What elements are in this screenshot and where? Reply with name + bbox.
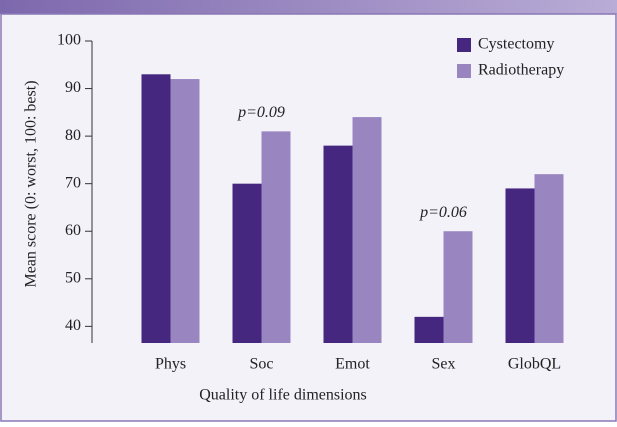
annotation: p=0.09 <box>237 104 285 121</box>
bar <box>261 131 291 343</box>
legend-swatch <box>457 38 471 52</box>
legend-label: Radiotherapy <box>478 62 564 79</box>
x-tick-label: GlobQL <box>508 356 561 373</box>
y-tick-label: 100 <box>57 32 81 49</box>
y-tick-label: 40 <box>65 317 81 334</box>
bar <box>414 316 444 343</box>
annotation: p=0.06 <box>419 204 467 221</box>
x-tick-label: Sex <box>432 356 456 373</box>
y-axis-label: Mean score (0: worst, 100: best) <box>23 80 40 287</box>
x-tick-label: Soc <box>250 356 274 373</box>
legend-swatch <box>457 64 471 78</box>
x-axis-label: Quality of life dimensions <box>199 387 367 404</box>
bar <box>505 188 535 343</box>
y-tick-label: 70 <box>65 174 81 191</box>
bar <box>534 174 564 343</box>
bar <box>170 79 200 343</box>
bar <box>141 74 171 344</box>
x-tick-label: Emot <box>335 356 370 373</box>
bar <box>443 231 473 343</box>
bar <box>323 145 353 343</box>
y-tick-label: 60 <box>65 222 81 239</box>
y-tick-label: 90 <box>65 79 81 96</box>
bar <box>352 117 382 344</box>
y-tick-label: 80 <box>65 127 81 144</box>
y-tick-label: 50 <box>65 269 81 286</box>
header-band <box>0 0 617 14</box>
legend-label: Cystectomy <box>478 36 554 53</box>
bar <box>232 183 262 343</box>
x-tick-label: Phys <box>155 356 186 373</box>
